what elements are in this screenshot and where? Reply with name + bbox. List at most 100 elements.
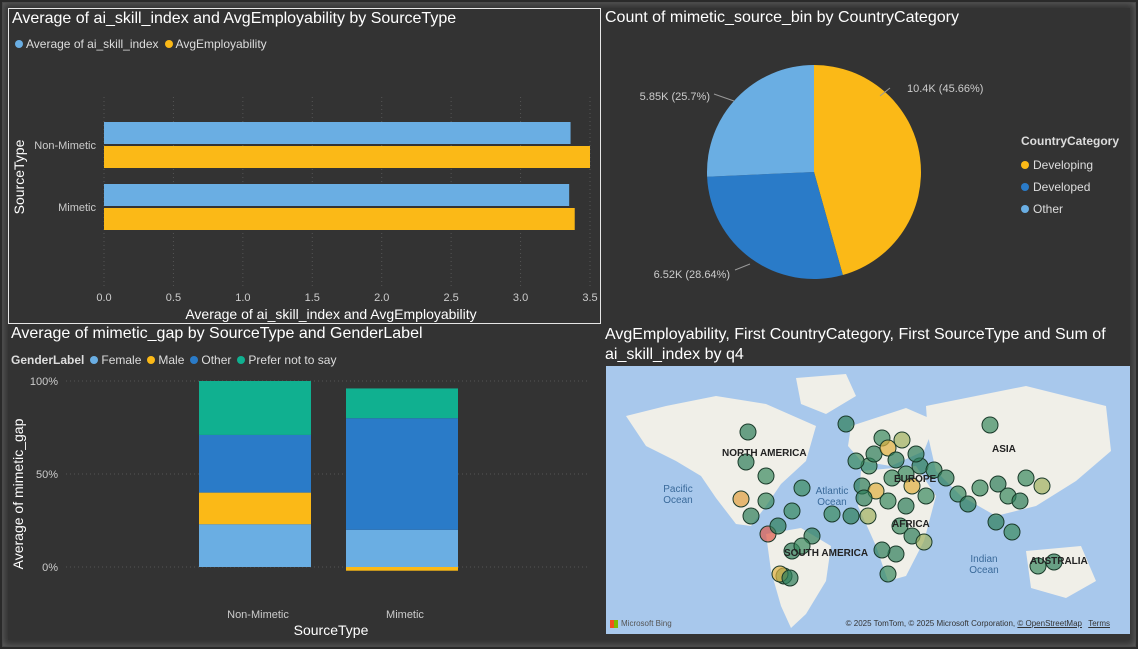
map-bubble[interactable] (893, 431, 911, 449)
map-bubble[interactable] (907, 445, 925, 463)
map-bubble[interactable] (793, 537, 811, 555)
legend-item-avg-employability[interactable]: AvgEmployability (175, 37, 267, 51)
osm-link[interactable]: © OpenStreetMap (1017, 619, 1082, 628)
legend-item-other[interactable]: Other (201, 353, 232, 367)
panel-bar-chart[interactable]: Average of ai_skill_index and AvgEmploya… (8, 8, 601, 324)
pie-legend-item-developed[interactable]: Developed (1021, 176, 1119, 198)
pie-slice-developed (707, 172, 843, 279)
map-bubble[interactable] (781, 569, 799, 587)
map-bubble[interactable] (903, 477, 921, 495)
map-bubble[interactable] (842, 507, 860, 525)
y-category-label: Mimetic (58, 202, 96, 214)
map-bubble[interactable] (742, 507, 760, 525)
pie-legend-item-developing[interactable]: Developing (1021, 154, 1119, 176)
map-bubble[interactable] (959, 495, 977, 513)
panel3-title: Average of mimetic_gap by SourceType and… (11, 325, 423, 342)
map-bubble[interactable] (1045, 553, 1063, 571)
map-bubble[interactable] (757, 467, 775, 485)
pie-slice-other (707, 65, 814, 177)
map-label-atlantic: Atlantic Ocean (815, 486, 849, 508)
pie-data-label: 6.52K (28.64%) (654, 269, 730, 281)
map-bubble[interactable] (887, 545, 905, 563)
map-bubble[interactable] (981, 416, 999, 434)
map-bubble[interactable] (937, 469, 955, 487)
map-label-europe: EUROPE (894, 474, 937, 485)
map-bubble[interactable] (1003, 523, 1021, 541)
map-bubble[interactable] (987, 513, 1005, 531)
x-tick-label: 1.0 (235, 292, 250, 304)
map-bubble[interactable] (855, 489, 873, 507)
map-bubble[interactable] (847, 452, 865, 470)
pie-chart-plot: 10.4K (45.66%) 6.52K (28.64%) 5.85K (25.7%… (640, 65, 983, 281)
map-bubble[interactable] (837, 415, 855, 433)
panel1-legend: Average of ai_skill_index AvgEmployabili… (9, 37, 267, 51)
map-bubble[interactable] (915, 533, 933, 551)
legend-item-male[interactable]: Male (158, 353, 185, 367)
map-bubble[interactable] (879, 439, 897, 457)
x-axis-title: Average of ai_skill_index and AvgEmploya… (185, 306, 476, 322)
pie-legend-item-other[interactable]: Other (1021, 198, 1119, 220)
map-bubble[interactable] (883, 469, 901, 487)
map-bubble[interactable] (879, 492, 897, 510)
map-bubble[interactable] (793, 479, 811, 497)
map-bubble[interactable] (783, 502, 801, 520)
map-bubble[interactable] (1011, 492, 1029, 510)
panel3-legend: GenderLabel Female Male Other Prefer not… (11, 353, 336, 367)
x-axis-title: SourceType (294, 622, 369, 638)
map-bubble[interactable] (897, 497, 915, 515)
panel-map[interactable]: AvgEmployability, First CountryCategory,… (602, 324, 1130, 640)
map-bubble[interactable] (1033, 477, 1051, 495)
panel1-title: Average of ai_skill_index and AvgEmploya… (12, 10, 457, 27)
map-bubble[interactable] (879, 565, 897, 583)
panel3-legend-title: GenderLabel (11, 353, 85, 367)
pie-leader-line (734, 263, 751, 271)
legend-dot-icon (1021, 205, 1029, 213)
map-bubble[interactable] (823, 505, 841, 523)
map-bubble[interactable] (732, 490, 750, 508)
bar-chart-plot: 0.0 0.5 1.0 1.5 2.0 2.5 3.0 3.5 Non-Mimetic Mimet… (11, 97, 598, 322)
stack-segment-other (346, 418, 458, 530)
y-tick-label: 100% (30, 376, 58, 388)
terms-link[interactable]: Terms (1088, 619, 1110, 628)
map-label-indian: Indian Ocean (969, 554, 999, 576)
land-asia (926, 386, 1111, 516)
x-category-label: Mimetic (386, 609, 424, 621)
legend-dot-icon (190, 356, 199, 364)
legend-item-ai-skill[interactable]: Average of ai_skill_index (26, 37, 159, 51)
map-canvas[interactable]: NORTH AMERICA SOUTH AMERICA EUROPE ASIA AFRI… (606, 366, 1130, 634)
pie-slice-developing (814, 65, 921, 276)
stack-segment-male (199, 492, 311, 525)
map-bubble[interactable] (737, 453, 755, 471)
y-axis-title: Average of mimetic_gap (10, 418, 26, 569)
x-tick-label: 2.0 (374, 292, 389, 304)
panel-pie-chart[interactable]: Count of mimetic_source_bin by CountryCa… (602, 8, 1130, 324)
map-label-north-america: NORTH AMERICA (722, 448, 807, 459)
x-tick-label: 0.5 (166, 292, 181, 304)
bing-logo-icon (610, 619, 618, 628)
y-axis-title: SourceType (11, 139, 27, 214)
world-map[interactable] (606, 366, 1130, 634)
map-bubble[interactable] (1017, 469, 1035, 487)
map-bubble[interactable] (873, 541, 891, 559)
stack-segment-female (346, 529, 458, 567)
y-category-label: Non-Mimetic (34, 140, 96, 152)
map-bubble[interactable] (989, 475, 1007, 493)
stack-segment-other (199, 434, 311, 493)
map-bubble[interactable] (887, 451, 905, 469)
map-bubble[interactable] (925, 461, 943, 479)
legend-item-female[interactable]: Female (101, 353, 142, 367)
map-bubble[interactable] (757, 492, 775, 510)
map-bubble[interactable] (739, 423, 757, 441)
x-tick-label: 0.0 (96, 292, 111, 304)
map-bubble[interactable] (1029, 557, 1047, 575)
x-tick-label: 3.5 (582, 292, 597, 304)
map-bubble[interactable] (891, 517, 909, 535)
legend-item-prefer-not[interactable]: Prefer not to say (248, 353, 337, 367)
map-bubble[interactable] (769, 517, 787, 535)
panel-stacked-chart[interactable]: Average of mimetic_gap by SourceType and… (8, 324, 601, 640)
map-bubble[interactable] (971, 479, 989, 497)
map-bubble[interactable] (917, 487, 935, 505)
legend-dot-icon (164, 40, 173, 48)
map-bubble[interactable] (859, 507, 877, 525)
stack-segment-female (199, 524, 311, 567)
